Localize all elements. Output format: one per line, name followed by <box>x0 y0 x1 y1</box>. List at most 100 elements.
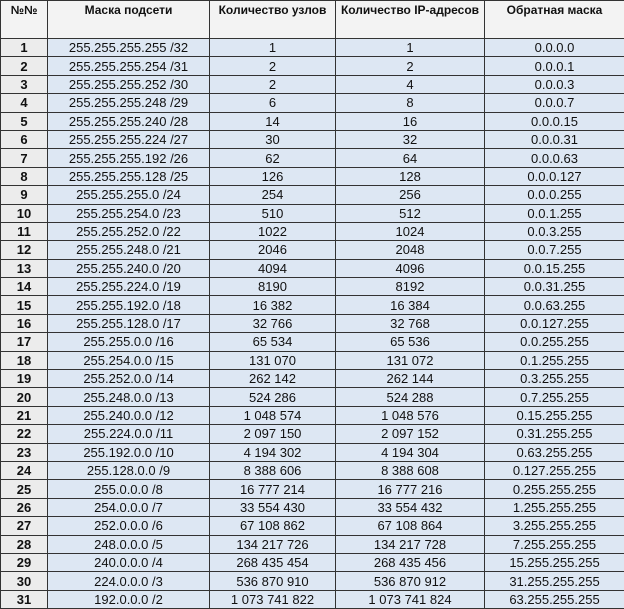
host-count: 510 <box>210 204 336 222</box>
row-number: 31 <box>1 590 48 608</box>
ip-count: 32 768 <box>336 314 485 332</box>
row-number: 1 <box>1 39 48 57</box>
subnet-mask: 255.255.240.0 /20 <box>48 259 210 277</box>
host-count: 6 <box>210 94 336 112</box>
wildcard-mask: 0.0.3.255 <box>485 222 624 240</box>
wildcard-mask: 0.1.255.255 <box>485 351 624 369</box>
wildcard-mask: 15.255.255.255 <box>485 553 624 571</box>
ip-count: 16 384 <box>336 296 485 314</box>
row-number: 25 <box>1 480 48 498</box>
subnet-mask: 255.255.255.224 /27 <box>48 130 210 148</box>
wildcard-mask: 0.0.63.255 <box>485 296 624 314</box>
ip-count: 262 144 <box>336 370 485 388</box>
host-count: 536 870 910 <box>210 572 336 590</box>
wildcard-mask: 0.0.0.15 <box>485 112 624 130</box>
header-subnet-mask: Маска подсети <box>48 1 210 39</box>
header-wildcard-mask: Обратная маска <box>485 1 624 39</box>
ip-count: 128 <box>336 167 485 185</box>
wildcard-mask: 0.0.0.255 <box>485 186 624 204</box>
ip-count: 2 097 152 <box>336 425 485 443</box>
subnet-mask: 255.255.224.0 /19 <box>48 278 210 296</box>
row-number: 27 <box>1 517 48 535</box>
host-count: 14 <box>210 112 336 130</box>
ip-count: 524 288 <box>336 388 485 406</box>
row-number: 21 <box>1 406 48 424</box>
subnet-mask: 255.255.255.240 /28 <box>48 112 210 130</box>
subnet-mask: 255.192.0.0 /10 <box>48 443 210 461</box>
row-number: 6 <box>1 130 48 148</box>
ip-count: 1 <box>336 39 485 57</box>
host-count: 1 <box>210 39 336 57</box>
wildcard-mask: 0.0.0.31 <box>485 130 624 148</box>
wildcard-mask: 0.0.0.127 <box>485 167 624 185</box>
ip-count: 32 <box>336 130 485 148</box>
wildcard-mask: 0.7.255.255 <box>485 388 624 406</box>
ip-count: 4096 <box>336 259 485 277</box>
subnet-mask: 255.128.0.0 /9 <box>48 461 210 479</box>
ip-count: 4 194 304 <box>336 443 485 461</box>
row-number: 15 <box>1 296 48 314</box>
ip-count: 65 536 <box>336 333 485 351</box>
host-count: 33 554 430 <box>210 498 336 516</box>
wildcard-mask: 0.0.0.7 <box>485 94 624 112</box>
ip-count: 131 072 <box>336 351 485 369</box>
subnet-mask: 255.255.192.0 /18 <box>48 296 210 314</box>
wildcard-mask: 0.0.15.255 <box>485 259 624 277</box>
host-count: 1 073 741 822 <box>210 590 336 608</box>
wildcard-mask: 0.0.0.1 <box>485 57 624 75</box>
row-number: 17 <box>1 333 48 351</box>
subnet-mask: 192.0.0.0 /2 <box>48 590 210 608</box>
ip-count: 512 <box>336 204 485 222</box>
subnet-mask: 255.240.0.0 /12 <box>48 406 210 424</box>
subnet-mask: 255.255.0.0 /16 <box>48 333 210 351</box>
host-count: 1 048 574 <box>210 406 336 424</box>
host-count: 2046 <box>210 241 336 259</box>
row-number: 3 <box>1 75 48 93</box>
wildcard-mask: 0.255.255.255 <box>485 480 624 498</box>
host-count: 8 388 606 <box>210 461 336 479</box>
host-count: 2 097 150 <box>210 425 336 443</box>
host-count: 254 <box>210 186 336 204</box>
row-number: 7 <box>1 149 48 167</box>
row-number: 10 <box>1 204 48 222</box>
subnet-mask: 252.0.0.0 /6 <box>48 517 210 535</box>
ip-count: 268 435 456 <box>336 553 485 571</box>
subnet-mask: 255.255.255.255 /32 <box>48 39 210 57</box>
host-count: 134 217 726 <box>210 535 336 553</box>
header-number: №№ <box>1 1 48 39</box>
header-host-count: Количество узлов <box>210 1 336 39</box>
wildcard-mask: 1.255.255.255 <box>485 498 624 516</box>
wildcard-mask: 3.255.255.255 <box>485 517 624 535</box>
subnet-mask: 255.224.0.0 /11 <box>48 425 210 443</box>
row-number: 13 <box>1 259 48 277</box>
ip-count: 1 048 576 <box>336 406 485 424</box>
wildcard-mask: 0.0.7.255 <box>485 241 624 259</box>
row-number: 30 <box>1 572 48 590</box>
row-number: 11 <box>1 222 48 240</box>
wildcard-mask: 0.63.255.255 <box>485 443 624 461</box>
ip-count: 2048 <box>336 241 485 259</box>
host-count: 62 <box>210 149 336 167</box>
wildcard-mask: 63.255.255.255 <box>485 590 624 608</box>
header-ip-count: Количество IP-адресов <box>336 1 485 39</box>
row-number: 9 <box>1 186 48 204</box>
row-number: 26 <box>1 498 48 516</box>
subnet-mask: 255.254.0.0 /15 <box>48 351 210 369</box>
row-number: 14 <box>1 278 48 296</box>
host-count: 131 070 <box>210 351 336 369</box>
